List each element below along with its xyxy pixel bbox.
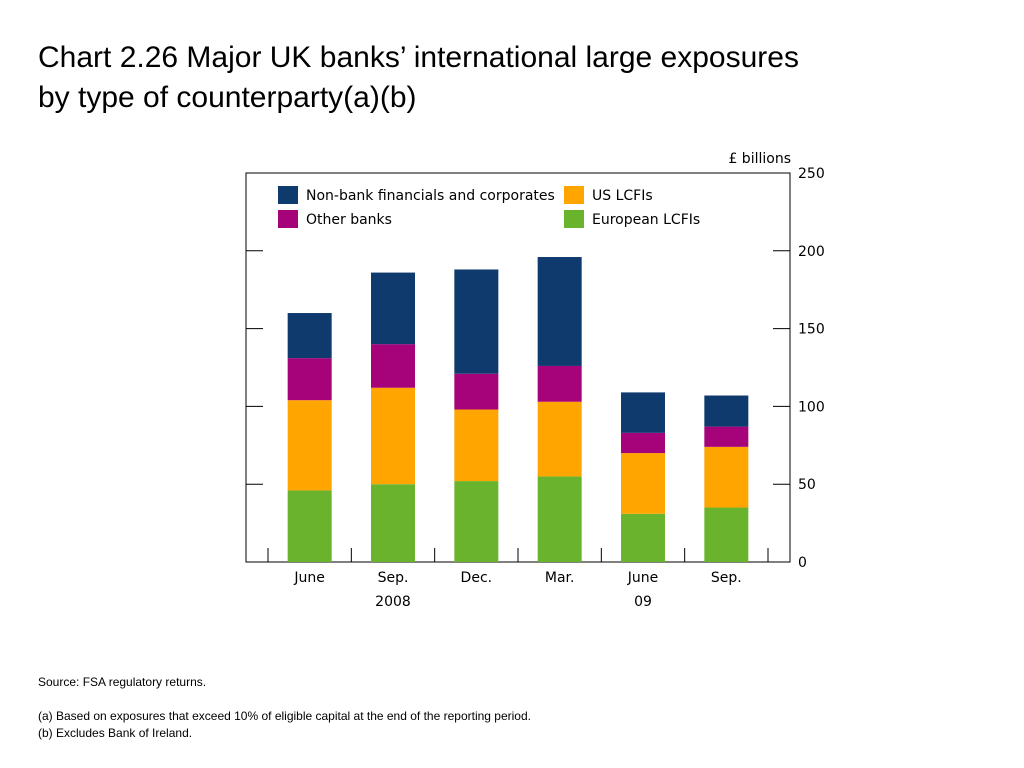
y-tick-label: 0 bbox=[798, 555, 807, 571]
source-note: Source: FSA regulatory returns. bbox=[38, 675, 207, 689]
bar-segment-european-lcfis bbox=[454, 481, 499, 562]
bar-segment-non-bank-financials-and-corporates bbox=[454, 269, 499, 374]
bar-segment-us-lcfis bbox=[704, 446, 749, 508]
legend-label: European LCFIs bbox=[592, 212, 700, 228]
bar-segment-other-banks bbox=[621, 432, 665, 454]
x-year-label: 09 bbox=[634, 594, 652, 610]
y-tick-label: 50 bbox=[798, 477, 816, 493]
legend-swatch bbox=[278, 210, 298, 228]
stacked-bar-chart: 0 50 100 150 200 250 £ billions June Sep. Dec. Mar… bbox=[245, 151, 825, 610]
bar-segment-non-bank-financials-and-corporates bbox=[287, 313, 332, 359]
page-title: Chart 2.26 Major UK banks’ international… bbox=[38, 38, 998, 118]
legend-swatch bbox=[278, 186, 298, 204]
bar-segment-us-lcfis bbox=[537, 401, 582, 477]
legend-label: Other banks bbox=[306, 212, 392, 228]
footnotes: Source: FSA regulatory returns. (a) Base… bbox=[38, 674, 978, 742]
bar-segment-non-bank-financials-and-corporates bbox=[371, 272, 415, 345]
footnote-a: (a) Based on exposures that exceed 10% o… bbox=[38, 709, 531, 723]
bar-segment-other-banks bbox=[704, 426, 749, 447]
legend-swatch bbox=[564, 210, 584, 228]
bar-segment-european-lcfis bbox=[704, 507, 749, 562]
unit-label: £ billions bbox=[728, 151, 791, 167]
bar-segment-other-banks bbox=[371, 344, 415, 388]
bar-segment-european-lcfis bbox=[287, 490, 332, 562]
legend-label: US LCFIs bbox=[592, 188, 653, 204]
title-line-1: Chart 2.26 Major UK banks’ international… bbox=[38, 41, 799, 74]
bar-segment-us-lcfis bbox=[454, 409, 499, 482]
bar-segment-us-lcfis bbox=[287, 400, 332, 491]
footnote-b: (b) Excludes Bank of Ireland. bbox=[38, 726, 193, 740]
bar-segment-european-lcfis bbox=[621, 513, 665, 562]
bar-segment-non-bank-financials-and-corporates bbox=[537, 257, 582, 366]
y-tick-label: 250 bbox=[798, 166, 825, 182]
x-tick-label: Dec. bbox=[461, 570, 493, 586]
title-line-2: by type of counterparty(a)(b) bbox=[38, 81, 417, 114]
bar-segment-other-banks bbox=[454, 373, 499, 410]
y-tick-label: 100 bbox=[798, 399, 825, 415]
y-tick-label: 200 bbox=[798, 244, 825, 260]
bar-segment-european-lcfis bbox=[537, 476, 582, 562]
bar-segment-non-bank-financials-and-corporates bbox=[704, 395, 749, 427]
legend-label: Non-bank financials and corporates bbox=[306, 188, 555, 204]
y-tick-label: 150 bbox=[798, 322, 825, 338]
bar-segment-us-lcfis bbox=[371, 387, 415, 485]
bar-segment-us-lcfis bbox=[621, 453, 665, 514]
x-tick-label: Sep. bbox=[711, 570, 742, 586]
bar-segment-european-lcfis bbox=[371, 484, 415, 562]
x-tick-label: June bbox=[627, 570, 659, 586]
x-year-label: 2008 bbox=[375, 594, 411, 610]
legend-swatch bbox=[564, 186, 584, 204]
bar-segment-other-banks bbox=[287, 358, 332, 401]
x-tick-label: Sep. bbox=[378, 570, 409, 586]
x-tick-label: June bbox=[293, 570, 325, 586]
x-tick-label: Mar. bbox=[545, 570, 575, 586]
bar-segment-non-bank-financials-and-corporates bbox=[621, 392, 665, 433]
bar-segment-other-banks bbox=[537, 365, 582, 402]
